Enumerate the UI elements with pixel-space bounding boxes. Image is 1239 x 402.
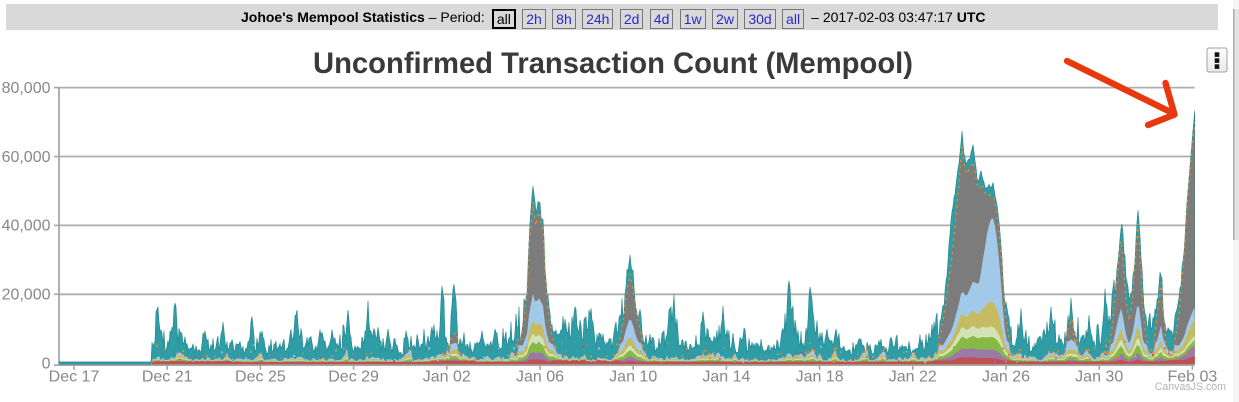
- svg-text:Jan 26: Jan 26: [982, 369, 1030, 386]
- svg-text:Jan 02: Jan 02: [423, 369, 471, 386]
- svg-text:0: 0: [42, 356, 51, 373]
- svg-text:Jan 14: Jan 14: [702, 369, 750, 386]
- svg-text:CanvasJS.com: CanvasJS.com: [1155, 381, 1226, 393]
- svg-text:Dec 21: Dec 21: [142, 369, 193, 386]
- svg-text:Dec 25: Dec 25: [235, 369, 286, 386]
- svg-text:40,000: 40,000: [2, 218, 51, 235]
- svg-text:Jan 30: Jan 30: [1075, 369, 1123, 386]
- svg-text:Dec 17: Dec 17: [49, 369, 100, 386]
- svg-text:Jan 18: Jan 18: [796, 369, 844, 386]
- svg-text:20,000: 20,000: [2, 287, 51, 304]
- svg-text:80,000: 80,000: [2, 80, 51, 97]
- svg-text:Jan 06: Jan 06: [516, 369, 564, 386]
- svg-text:Jan 10: Jan 10: [609, 369, 657, 386]
- svg-text:Dec 29: Dec 29: [328, 369, 379, 386]
- svg-text:60,000: 60,000: [2, 149, 51, 166]
- svg-text:Unconfirmed Transaction Count: Unconfirmed Transaction Count (Mempool): [313, 48, 913, 80]
- svg-text:Feb 03: Feb 03: [1167, 369, 1217, 386]
- svg-text:Jan 22: Jan 22: [889, 369, 937, 386]
